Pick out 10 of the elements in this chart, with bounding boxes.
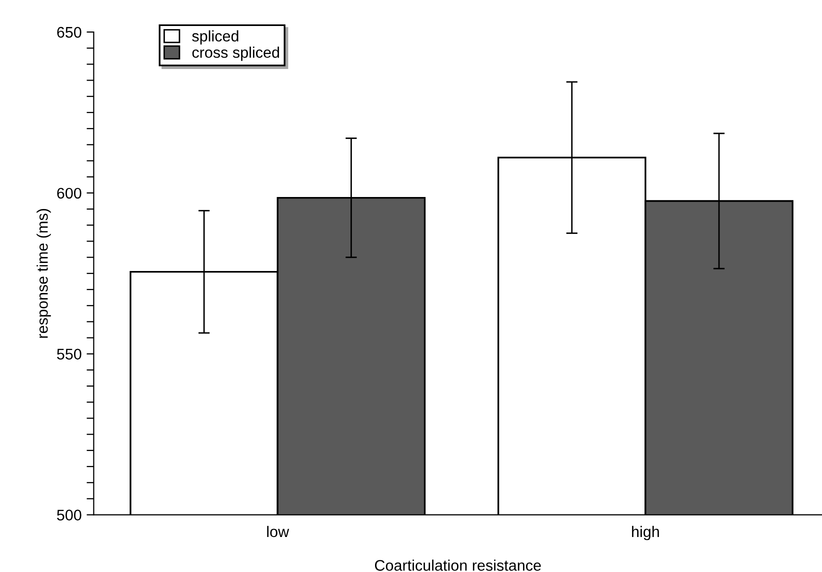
y-tick-label: 500 (57, 510, 82, 520)
y-tick-label: 600 (57, 188, 82, 199)
x-tick-label: high (632, 526, 659, 540)
legend-label: spliced (192, 30, 238, 45)
x-tick-label: low (267, 526, 290, 538)
y-tick-label: 650 (57, 26, 82, 38)
legend-label: cross spliced (192, 46, 280, 61)
y-tick-label: 550 (57, 348, 82, 360)
y-axis-title: response time (ms) (36, 208, 51, 338)
x-axis-title: Coarticulation resistance (374, 560, 541, 571)
